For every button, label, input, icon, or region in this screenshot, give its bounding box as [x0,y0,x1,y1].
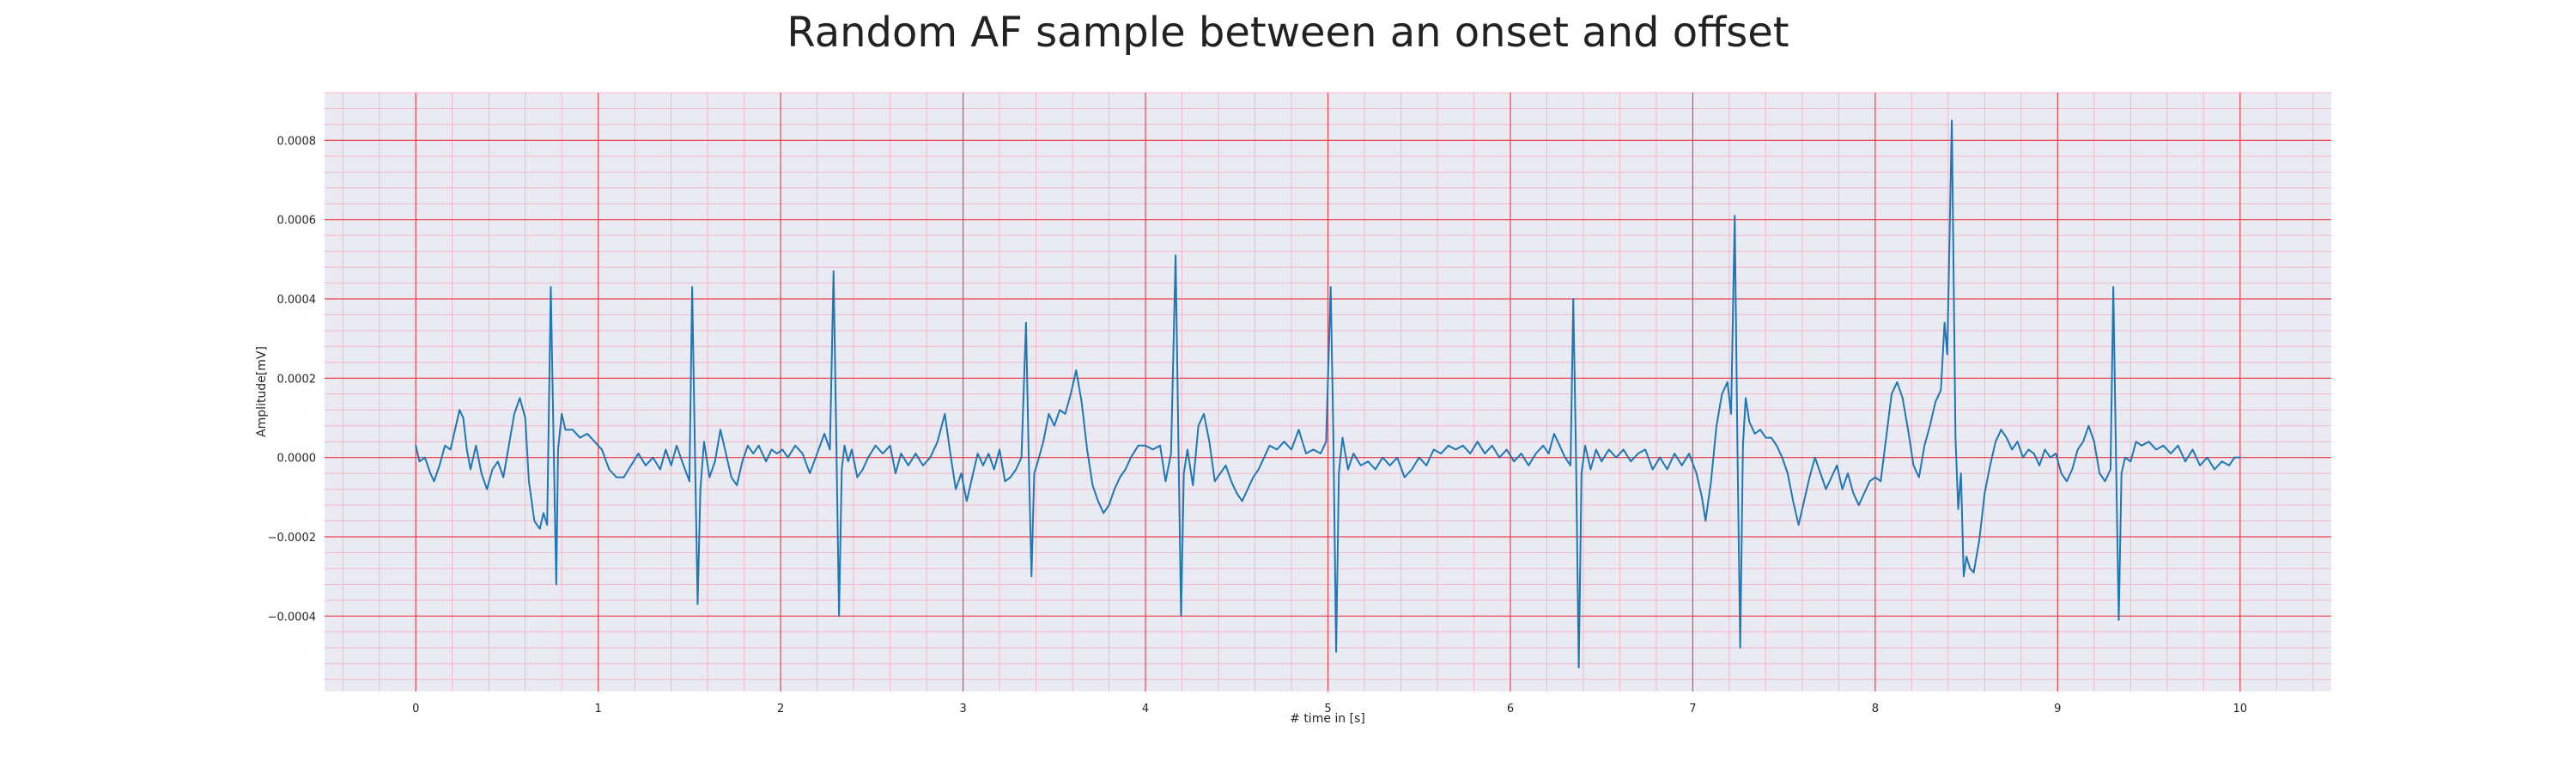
y-tick-labels: −0.0004 −0.0002 0.0000 0.0002 0.0004 0.0006 0.… [268,135,316,624]
x-tick-label: 0 [412,703,419,715]
y-tick-label: −0.0002 [268,532,316,545]
x-tick-label: 9 [2054,703,2061,715]
x-tick-label: 3 [959,703,966,715]
y-tick-label: −0.0004 [268,611,316,624]
y-tick-label: 0.0008 [277,135,317,148]
y-tick-label: 0.0002 [277,373,317,386]
y-tick-label: 0.0006 [277,215,317,228]
x-tick-label: 5 [1324,703,1331,715]
x-tick-label: 4 [1142,703,1149,715]
x-tick-label: 8 [1872,703,1879,715]
series-line [415,119,2241,669]
chart-title: Random AF sample between an onset and of… [787,9,1789,57]
x-axis-label: # time in [s] [1290,712,1365,726]
x-tick-labels: 0 1 2 3 4 5 6 7 8 9 10 [412,703,2247,715]
x-tick-label: 10 [2233,703,2247,715]
x-tick-label: 1 [595,703,602,715]
x-tick-label: 6 [1507,703,1514,715]
series-layer [415,119,2241,669]
y-tick-label: 0.0000 [277,453,317,466]
y-axis-label: Amplitude[mV] [255,346,269,437]
x-tick-label: 2 [777,703,784,715]
x-tick-label: 7 [1689,703,1696,715]
y-tick-label: 0.0004 [277,294,317,307]
